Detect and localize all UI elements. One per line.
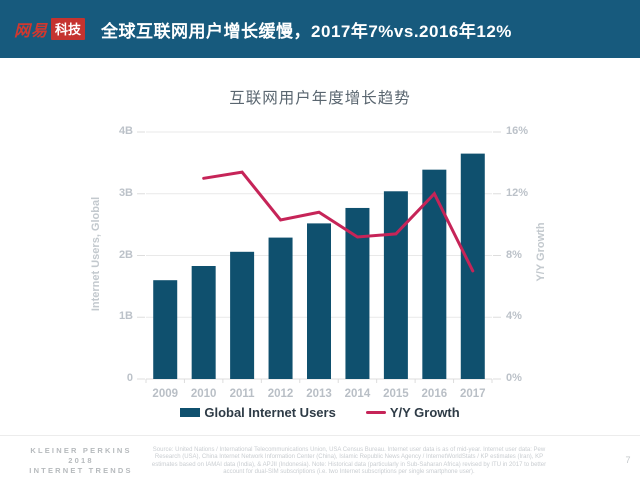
brand-line-2: 2018	[68, 456, 94, 465]
legend-line-swatch	[365, 410, 386, 415]
tech-logo-badge: 科技	[51, 18, 86, 40]
right-axis-label: Y/Y Growth	[535, 222, 547, 282]
left-axis-tick: 1B	[118, 310, 133, 323]
legend-item-line: Y/Y Growth	[365, 405, 460, 420]
legend-line-label: Y/Y Growth	[389, 405, 460, 420]
netease-tech-logo[interactable]: 网易 科技	[14, 17, 86, 41]
legend-bar-swatch	[180, 408, 201, 417]
bar-2011	[230, 251, 255, 379]
source-note: Source: United Nations / International T…	[151, 447, 547, 475]
left-axis-tick: 4B	[118, 125, 133, 137]
brand-line-1: KLEINER PERKINS	[30, 446, 132, 455]
page-number: 7	[625, 455, 631, 465]
x-axis-year-label: 2014	[344, 388, 371, 400]
article-title: 全球互联网用户增长缓慢，2017年7%vs.2016年12%	[101, 21, 512, 41]
bar-2017	[460, 153, 485, 379]
footer-divider	[0, 435, 640, 436]
netease-logo-text: 网易	[14, 23, 49, 40]
bar-2010	[191, 265, 216, 379]
bar-2013	[307, 223, 331, 379]
left-axis-label: Internet Users, Global	[90, 196, 102, 312]
bar-2016	[422, 169, 447, 379]
left-axis-tick: 0	[126, 372, 133, 384]
right-axis-tick: 8%	[506, 248, 522, 261]
chart-legend: Global Internet Users Y/Y Growth	[0, 405, 640, 420]
bar-2014	[345, 207, 370, 379]
legend-bar-label: Global Internet Users	[204, 405, 336, 420]
right-axis-tick: 16%	[506, 125, 529, 137]
x-axis-year-label: 2011	[229, 388, 255, 400]
bar-2009	[153, 280, 178, 379]
kleiner-perkins-brand: KLEINER PERKINS 2018 INTERNET TRENDS	[16, 446, 146, 476]
right-axis-tick: 4%	[506, 310, 522, 323]
x-axis-year-label: 2016	[421, 388, 448, 400]
x-axis-year-label: 2010	[190, 388, 217, 400]
right-axis-tick: 0%	[506, 372, 522, 384]
bar-2015	[383, 191, 408, 379]
x-axis-year-label: 2015	[383, 388, 409, 400]
right-axis-tick: 12%	[506, 186, 529, 199]
left-axis-tick: 2B	[118, 248, 133, 261]
x-axis-year-label: 2009	[152, 388, 179, 400]
x-axis-year-label: 2012	[267, 388, 294, 400]
left-axis-tick: 3B	[118, 186, 133, 199]
header-bar: 网易 科技 全球互联网用户增长缓慢，2017年7%vs.2016年12%	[0, 0, 640, 58]
x-axis-year-label: 2013	[306, 388, 332, 400]
x-axis-year-label: 2017	[459, 388, 486, 400]
brand-line-3: INTERNET TRENDS	[29, 466, 133, 475]
chart-title: 互联网用户年度增长趋势	[229, 90, 411, 107]
legend-item-bars: Global Internet Users	[180, 405, 336, 420]
growth-line	[202, 170, 475, 273]
bar-2012	[268, 237, 293, 379]
